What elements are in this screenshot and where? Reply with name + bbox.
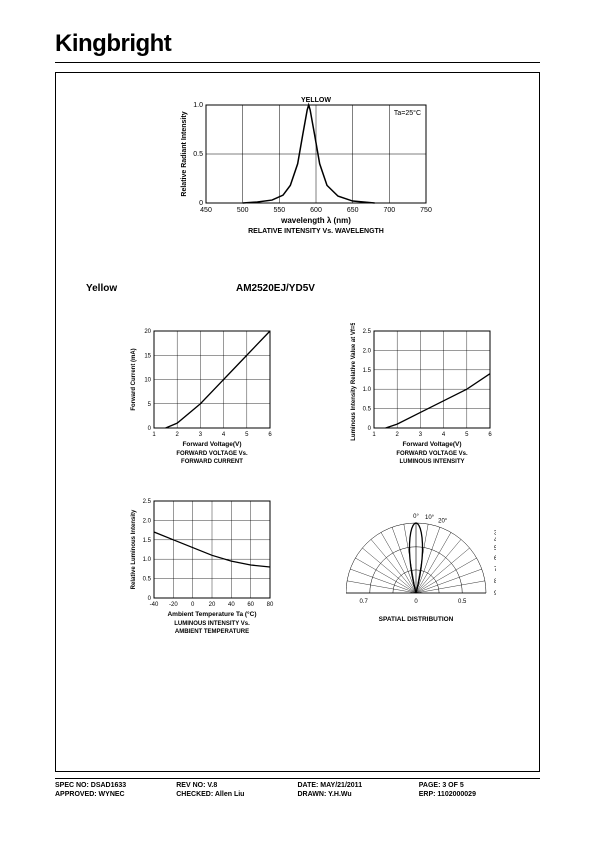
svg-text:-40: -40 — [150, 602, 159, 608]
chart-forward-voltage-current: 1 2 3 4 5 6 0 5 10 15 20 Forward Voltage(V) FORWARD … — [126, 323, 276, 473]
svg-text:80°: 80° — [494, 579, 496, 585]
main-content-box: YELLOWTa=25°C45050055060065070075000.51.… — [55, 72, 540, 772]
chart-wavelength: YELLOW Ta=25°C 450 500 550 600 650 700 750 0 0.5 1.… — [176, 93, 436, 243]
footer-page: PAGE: 3 OF 5 — [419, 782, 540, 789]
svg-text:Relative Luminous Intensity: Relative Luminous Intensity — [131, 509, 137, 589]
svg-text:Ambient Temperature Ta (°C): Ambient Temperature Ta (°C) — [167, 610, 256, 618]
svg-text:600: 600 — [310, 207, 322, 214]
svg-text:Ta=25°C: Ta=25°C — [394, 109, 421, 117]
svg-text:FORWARD VOLTAGE Vs.: FORWARD VOLTAGE Vs. — [176, 451, 248, 457]
svg-text:0: 0 — [148, 426, 152, 432]
svg-text:Forward Voltage(V): Forward Voltage(V) — [182, 441, 241, 448]
svg-text:80: 80 — [267, 602, 274, 608]
svg-text:1.5: 1.5 — [143, 538, 152, 544]
svg-text:4: 4 — [442, 432, 446, 438]
svg-text:650: 650 — [347, 207, 359, 214]
footer-drawn: DRAWN: Y.H.Wu — [298, 791, 419, 798]
svg-text:1.5: 1.5 — [363, 368, 372, 374]
svg-text:550: 550 — [273, 207, 285, 214]
footer-rev-no: REV NO: V.8 — [176, 782, 297, 789]
svg-text:AMBIENT TEMPERATURE: AMBIENT TEMPERATURE — [175, 629, 249, 635]
svg-text:20: 20 — [209, 602, 216, 608]
svg-text:700: 700 — [383, 207, 395, 214]
svg-text:15: 15 — [144, 353, 151, 359]
svg-text:10°: 10° — [425, 515, 435, 521]
svg-text:Luminous Intensity Relative Va: Luminous Intensity Relative Value at Vf=… — [351, 323, 357, 441]
svg-text:5: 5 — [245, 432, 249, 438]
svg-text:0.7: 0.7 — [359, 599, 368, 605]
svg-text:2.0: 2.0 — [363, 348, 372, 354]
svg-text:1.0: 1.0 — [143, 557, 152, 563]
bottom-rule — [55, 778, 540, 779]
svg-text:RELATIVE INTENSITY Vs. WAVELEN: RELATIVE INTENSITY Vs. WAVELENGTH — [248, 228, 384, 235]
svg-text:0: 0 — [368, 426, 372, 432]
svg-text:10: 10 — [144, 378, 151, 384]
svg-text:50°: 50° — [494, 546, 496, 552]
svg-text:LUMINOUS INTENSITY Vs.: LUMINOUS INTENSITY Vs. — [174, 621, 250, 627]
svg-text:wavelength λ (nm): wavelength λ (nm) — [280, 216, 351, 225]
svg-text:0: 0 — [414, 599, 418, 605]
svg-text:FORWARD CURRENT: FORWARD CURRENT — [181, 459, 243, 465]
footer-checked: CHECKED: Allen Liu — [176, 791, 297, 798]
chart-spatial-distribution: 0°10°20°30°40°50°60°70°80°90°0.71.000.5S… — [346, 493, 496, 643]
color-label: Yellow — [86, 283, 117, 294]
svg-text:LUMINOUS INTENSITY: LUMINOUS INTENSITY — [399, 459, 464, 465]
svg-text:450: 450 — [200, 207, 212, 214]
svg-text:0.5: 0.5 — [193, 151, 203, 158]
svg-text:60°: 60° — [494, 556, 496, 562]
logo: Kingbright — [55, 30, 171, 58]
svg-text:1: 1 — [372, 432, 376, 438]
svg-text:3: 3 — [419, 432, 423, 438]
svg-text:0°: 0° — [413, 514, 419, 520]
svg-text:0: 0 — [191, 602, 195, 608]
svg-text:30°: 30° — [494, 530, 496, 536]
svg-text:1.0: 1.0 — [193, 102, 203, 109]
svg-text:0: 0 — [199, 200, 203, 207]
svg-text:40°: 40° — [494, 537, 496, 543]
svg-text:500: 500 — [237, 207, 249, 214]
svg-text:60: 60 — [247, 602, 254, 608]
svg-text:20: 20 — [144, 329, 151, 335]
svg-text:2.5: 2.5 — [363, 329, 372, 335]
svg-text:FORWARD VOLTAGE Vs.: FORWARD VOLTAGE Vs. — [396, 451, 468, 457]
footer-date: DATE: MAY/21/2011 — [298, 782, 419, 789]
footer-erp: ERP: 1102000029 — [419, 791, 540, 798]
svg-text:1: 1 — [152, 432, 156, 438]
svg-text:90°: 90° — [494, 591, 496, 597]
svg-text:YELLOW: YELLOW — [301, 97, 331, 104]
svg-text:2.0: 2.0 — [143, 518, 152, 524]
chart-temperature-intensity: -40-2002040608000.51.01.52.02.5Ambient T… — [126, 493, 276, 643]
svg-text:5: 5 — [465, 432, 469, 438]
svg-text:SPATIAL DISTRIBUTION: SPATIAL DISTRIBUTION — [379, 616, 454, 623]
footer-approved: APPROVED: WYNEC — [55, 791, 176, 798]
part-number: AM2520EJ/YD5V — [236, 283, 315, 294]
svg-text:70°: 70° — [494, 567, 496, 573]
svg-text:6: 6 — [268, 432, 272, 438]
footer-spec-no: SPEC NO: DSAD1633 — [55, 782, 176, 789]
svg-text:5: 5 — [148, 402, 152, 408]
svg-text:20°: 20° — [438, 519, 448, 525]
svg-text:0.5: 0.5 — [458, 599, 467, 605]
svg-text:Forward Voltage(V): Forward Voltage(V) — [402, 441, 461, 448]
svg-text:2: 2 — [176, 432, 180, 438]
chart-forward-voltage-intensity: 1 2 3 4 5 6 0 0.5 1.0 1.5 2.0 2.5 Forward Voltage(V)… — [346, 323, 496, 473]
svg-text:3: 3 — [199, 432, 203, 438]
svg-text:2.5: 2.5 — [143, 499, 152, 505]
svg-text:0.5: 0.5 — [143, 577, 152, 583]
svg-text:0.5: 0.5 — [363, 407, 372, 413]
top-rule — [55, 62, 540, 63]
svg-text:2: 2 — [396, 432, 400, 438]
svg-text:Forward Current (mA): Forward Current (mA) — [131, 348, 137, 410]
svg-text:6: 6 — [488, 432, 492, 438]
svg-text:40: 40 — [228, 602, 235, 608]
footer: SPEC NO: DSAD1633 REV NO: V.8 DATE: MAY/… — [55, 782, 540, 800]
svg-text:-20: -20 — [169, 602, 178, 608]
svg-text:Relative Radiant Intensity: Relative Radiant Intensity — [181, 111, 188, 196]
svg-text:1.0: 1.0 — [363, 387, 372, 393]
svg-text:750: 750 — [420, 207, 432, 214]
svg-text:4: 4 — [222, 432, 226, 438]
